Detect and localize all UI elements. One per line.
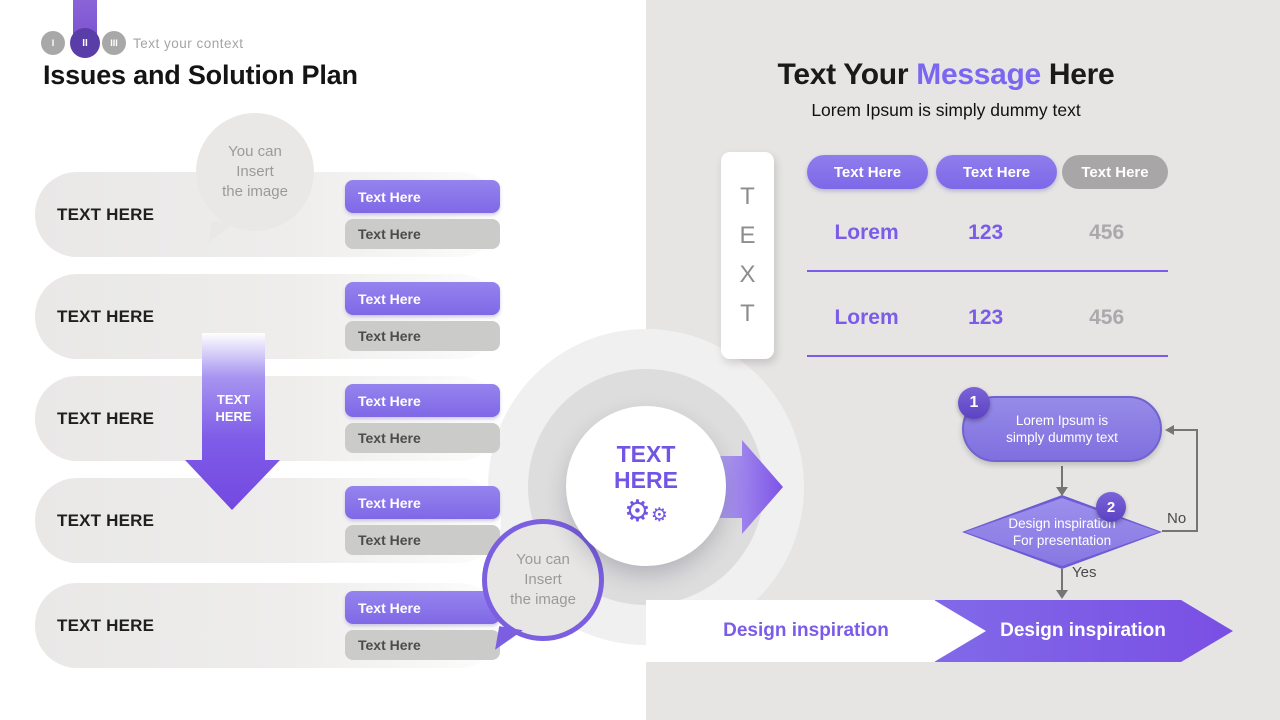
- flow-connector-no-vertical: [1196, 429, 1198, 532]
- row-button-secondary[interactable]: Text Here: [345, 630, 500, 660]
- row-label: TEXT HERE: [57, 510, 155, 530]
- process-row-2: TEXT HERE Text Here Text Here: [35, 274, 501, 359]
- gears-icon: ⚙⚙: [624, 494, 668, 528]
- step-circle-1: I: [41, 31, 65, 55]
- flow-connector-no-bottom: [1162, 530, 1198, 532]
- badge-2: 2: [1096, 492, 1126, 522]
- flow-connector-down-1: [1061, 466, 1063, 488]
- summary-row-2: Lorem 123 456: [807, 300, 1168, 336]
- text-side-card: T E X T: [721, 152, 774, 359]
- banner-step-right-label: Design inspiration: [1000, 620, 1166, 641]
- bubble-tail: [495, 626, 523, 654]
- row-label: TEXT HERE: [57, 204, 155, 224]
- arrowhead-down-icon: [1056, 487, 1068, 496]
- banner-step-left: Design inspiration: [646, 600, 986, 662]
- summary-cell: 123: [968, 306, 1004, 329]
- message-subtitle: Lorem Ipsum is simply dummy text: [811, 100, 1081, 120]
- flow-step-1-line-2: simply dummy text: [1006, 430, 1118, 445]
- down-arrow-line-2: HERE: [215, 409, 252, 424]
- bubble-text: You can Insert the image: [510, 551, 576, 608]
- side-letter: T: [740, 300, 755, 327]
- row-button-primary[interactable]: Text Here: [345, 591, 500, 624]
- summary-divider: [807, 270, 1168, 272]
- pill-button-1[interactable]: Text Here: [807, 155, 928, 189]
- process-row-4: TEXT HERE Text Here Text Here: [35, 478, 501, 563]
- summary-cell: Lorem: [834, 221, 899, 244]
- message-title: Text Your Message Here: [640, 58, 1252, 92]
- bubble-text: You can Insert the image: [222, 143, 288, 200]
- row-button-primary[interactable]: Text Here: [345, 282, 500, 315]
- flow-connector-no-top: [1174, 429, 1198, 431]
- flow-step-1: Lorem Ipsum is simply dummy text: [962, 396, 1162, 462]
- summary-cell: 123: [968, 221, 1004, 244]
- banner-step-left-label: Design inspiration: [723, 620, 889, 641]
- side-letter: E: [739, 222, 756, 249]
- pill-button-3[interactable]: Text Here: [1062, 155, 1168, 189]
- image-placeholder-bubble-top[interactable]: You can Insert the image: [196, 113, 314, 231]
- row-button-secondary[interactable]: Text Here: [345, 525, 500, 555]
- no-label: No: [1167, 510, 1187, 527]
- step-circle-3: III: [102, 31, 126, 55]
- step-circle-2: II: [70, 28, 100, 58]
- image-placeholder-bubble-bottom[interactable]: You can Insert the image: [482, 519, 604, 641]
- row-label: TEXT HERE: [57, 306, 155, 326]
- row-label: TEXT HERE: [57, 408, 155, 428]
- hub-label: TEXT HERE: [614, 440, 678, 493]
- down-arrow-line-1: TEXT: [216, 392, 251, 407]
- row-button-primary[interactable]: Text Here: [345, 180, 500, 213]
- yes-label: Yes: [1072, 564, 1097, 581]
- flow-decision-line-2: For presentation: [1012, 533, 1112, 548]
- arrowhead-left-icon: [1165, 425, 1174, 435]
- row-label: TEXT HERE: [57, 615, 155, 635]
- row-button-primary[interactable]: Text Here: [345, 486, 500, 519]
- flow-connector-yes: [1061, 569, 1063, 591]
- row-button-secondary[interactable]: Text Here: [345, 321, 500, 351]
- summary-cell: Lorem: [834, 306, 899, 329]
- message-title-part-3: Here: [1040, 58, 1115, 91]
- message-title-part-2: Message: [916, 58, 1041, 91]
- pill-button-2[interactable]: Text Here: [936, 155, 1057, 189]
- row-button-primary[interactable]: Text Here: [345, 384, 500, 417]
- summary-divider: [807, 355, 1168, 357]
- side-letter: X: [739, 261, 756, 288]
- bubble-tail: [208, 220, 234, 246]
- flow-step-1-line-1: Lorem Ipsum is: [1015, 413, 1109, 428]
- page-title: Issues and Solution Plan: [43, 60, 358, 90]
- down-arrow-label: TEXT HERE: [202, 391, 265, 425]
- process-row-5: TEXT HERE Text Here Text Here: [35, 583, 501, 668]
- summary-cell: 456: [1089, 221, 1125, 244]
- badge-1: 1: [958, 387, 990, 419]
- arrowhead-down-icon: [1056, 590, 1068, 599]
- row-button-secondary[interactable]: Text Here: [345, 219, 500, 249]
- context-label: Text your context: [133, 36, 244, 51]
- process-row-3: TEXT HERE Text Here Text Here: [35, 376, 501, 461]
- row-button-secondary[interactable]: Text Here: [345, 423, 500, 453]
- flow-decision-line-1: Design inspiration: [1008, 516, 1116, 531]
- side-letter: T: [740, 183, 755, 210]
- summary-cell: 456: [1089, 306, 1125, 329]
- summary-row-1: Lorem 123 456: [807, 215, 1168, 251]
- message-title-part-1: Text Your: [777, 58, 917, 91]
- hub-circle: TEXT HERE ⚙⚙: [566, 406, 726, 566]
